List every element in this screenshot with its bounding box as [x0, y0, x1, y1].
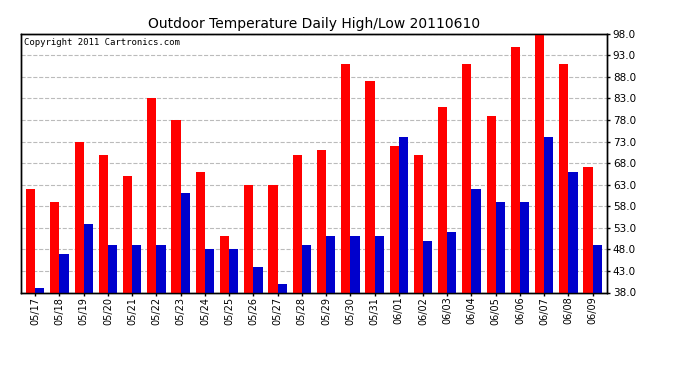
- Bar: [26, 189, 35, 292]
- Bar: [99, 154, 108, 292]
- Bar: [293, 154, 302, 292]
- Bar: [50, 202, 59, 292]
- Bar: [423, 241, 432, 292]
- Bar: [326, 237, 335, 292]
- Bar: [268, 185, 277, 292]
- Bar: [123, 176, 132, 292]
- Bar: [495, 202, 505, 292]
- Bar: [584, 167, 593, 292]
- Bar: [244, 185, 253, 292]
- Bar: [520, 202, 529, 292]
- Bar: [375, 237, 384, 292]
- Text: Copyright 2011 Cartronics.com: Copyright 2011 Cartronics.com: [23, 38, 179, 46]
- Bar: [147, 99, 157, 292]
- Bar: [399, 137, 408, 292]
- Bar: [414, 154, 423, 292]
- Bar: [157, 245, 166, 292]
- Bar: [220, 237, 229, 292]
- Bar: [35, 288, 44, 292]
- Bar: [171, 120, 181, 292]
- Bar: [569, 172, 578, 292]
- Bar: [341, 64, 351, 292]
- Bar: [205, 249, 214, 292]
- Bar: [559, 64, 569, 292]
- Bar: [471, 189, 481, 292]
- Bar: [365, 81, 375, 292]
- Bar: [462, 64, 471, 292]
- Bar: [181, 194, 190, 292]
- Bar: [593, 245, 602, 292]
- Bar: [447, 232, 457, 292]
- Bar: [535, 34, 544, 292]
- Bar: [108, 245, 117, 292]
- Bar: [229, 249, 238, 292]
- Title: Outdoor Temperature Daily High/Low 20110610: Outdoor Temperature Daily High/Low 20110…: [148, 17, 480, 31]
- Bar: [75, 142, 83, 292]
- Bar: [83, 224, 93, 292]
- Bar: [132, 245, 141, 292]
- Bar: [317, 150, 326, 292]
- Bar: [253, 267, 263, 292]
- Bar: [511, 47, 520, 292]
- Bar: [196, 172, 205, 292]
- Bar: [302, 245, 311, 292]
- Bar: [59, 254, 69, 292]
- Bar: [438, 107, 447, 292]
- Bar: [390, 146, 399, 292]
- Bar: [277, 284, 287, 292]
- Bar: [351, 237, 359, 292]
- Bar: [486, 116, 495, 292]
- Bar: [544, 137, 553, 292]
